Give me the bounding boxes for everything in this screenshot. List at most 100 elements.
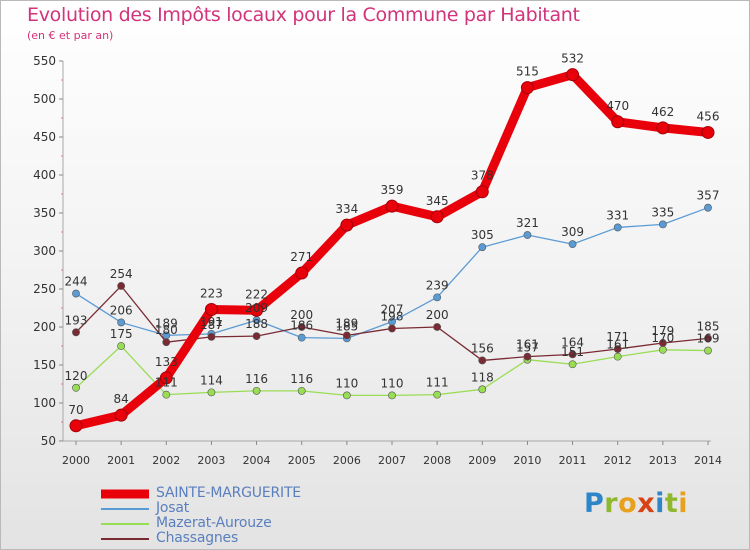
data-label: 70 bbox=[68, 403, 83, 417]
data-point-josat bbox=[117, 318, 126, 327]
data-label: 133 bbox=[155, 355, 178, 369]
data-point-mazerat-aurouze bbox=[252, 386, 261, 395]
data-point-sainte-marguerite bbox=[475, 185, 489, 199]
data-label: 271 bbox=[290, 250, 313, 264]
data-label: 111 bbox=[426, 376, 449, 390]
data-point-sainte-marguerite bbox=[204, 303, 218, 317]
legend-swatch bbox=[101, 507, 149, 510]
y-tick-label: 400 bbox=[33, 168, 56, 182]
data-label: 179 bbox=[651, 324, 674, 338]
data-point-josat bbox=[72, 289, 80, 298]
data-point-josat bbox=[658, 220, 667, 229]
x-tick-label: 2009 bbox=[468, 454, 496, 467]
data-label: 156 bbox=[471, 341, 494, 355]
y-tick-label: 500 bbox=[33, 92, 56, 106]
data-label: 186 bbox=[290, 319, 313, 333]
logo-letter: r bbox=[604, 488, 619, 519]
chart-subtitle: (en € et par an) bbox=[27, 29, 114, 42]
logo-letter: P bbox=[584, 488, 605, 519]
legend-label: Mazerat-Aurouze bbox=[156, 515, 272, 531]
y-tick-label: 300 bbox=[33, 244, 56, 258]
y-tick-label: 250 bbox=[33, 282, 56, 296]
data-point-chassagnes bbox=[613, 345, 622, 353]
data-label: 116 bbox=[290, 372, 313, 386]
x-tick-label: 2000 bbox=[62, 454, 90, 467]
data-label: 164 bbox=[561, 335, 584, 349]
x-tick-label: 2010 bbox=[513, 454, 541, 467]
y-tick-label: 350 bbox=[33, 206, 56, 220]
logo-letter: i bbox=[655, 488, 665, 519]
data-point-josat bbox=[568, 240, 577, 249]
data-point-chassagnes bbox=[433, 323, 442, 331]
data-label: 185 bbox=[697, 319, 720, 333]
x-tick-label: 2007 bbox=[378, 454, 406, 467]
data-point-mazerat-aurouze bbox=[342, 391, 351, 400]
data-point-sainte-marguerite bbox=[69, 419, 83, 433]
data-point-chassagnes bbox=[207, 332, 216, 341]
data-point-mazerat-aurouze bbox=[72, 383, 80, 392]
data-label: 331 bbox=[606, 208, 629, 222]
logo-letter: o bbox=[618, 488, 638, 519]
data-label: 161 bbox=[606, 338, 629, 352]
data-point-chassagnes bbox=[523, 352, 532, 361]
legend-swatch bbox=[101, 537, 149, 540]
data-label: 200 bbox=[290, 308, 313, 322]
data-point-josat bbox=[297, 333, 306, 342]
data-point-sainte-marguerite bbox=[159, 371, 173, 385]
data-point-josat bbox=[613, 223, 622, 232]
data-label: 169 bbox=[697, 332, 720, 346]
data-label: 111 bbox=[155, 376, 178, 390]
data-label: 239 bbox=[426, 278, 449, 292]
data-point-chassagnes bbox=[568, 350, 577, 359]
data-label: 191 bbox=[200, 315, 223, 329]
data-point-josat bbox=[523, 231, 532, 239]
data-point-sainte-marguerite bbox=[340, 218, 354, 232]
data-point-sainte-marguerite bbox=[656, 121, 670, 135]
data-label: 198 bbox=[381, 310, 404, 324]
data-point-chassagnes bbox=[478, 356, 487, 365]
data-label: 532 bbox=[561, 52, 584, 66]
data-point-sainte-marguerite bbox=[566, 68, 580, 82]
data-label: 462 bbox=[651, 105, 674, 119]
y-tick-label: 100 bbox=[33, 396, 56, 410]
x-tick-label: 2014 bbox=[694, 454, 722, 467]
data-point-sainte-marguerite bbox=[295, 266, 309, 280]
data-label: 120 bbox=[65, 369, 88, 383]
data-point-mazerat-aurouze bbox=[388, 391, 396, 400]
data-point-mazerat-aurouze bbox=[162, 390, 171, 399]
chart-title: Evolution des Impôts locaux pour la Comm… bbox=[27, 4, 580, 26]
data-point-chassagnes bbox=[72, 328, 80, 337]
logo-letter: x bbox=[637, 488, 656, 519]
data-label: 151 bbox=[561, 345, 584, 359]
data-label: 515 bbox=[516, 65, 539, 79]
data-point-mazerat-aurouze bbox=[478, 385, 487, 394]
data-point-chassagnes bbox=[704, 334, 712, 343]
x-tick-label: 2008 bbox=[423, 454, 451, 467]
data-point-mazerat-aurouze bbox=[207, 388, 216, 397]
data-label: 359 bbox=[381, 183, 404, 197]
data-label: 189 bbox=[335, 316, 358, 330]
y-tick-label: 550 bbox=[33, 54, 56, 68]
data-point-josat bbox=[478, 243, 487, 252]
data-label: 171 bbox=[606, 330, 629, 344]
data-label: 187 bbox=[200, 318, 223, 332]
data-label: 321 bbox=[516, 216, 539, 230]
data-label: 357 bbox=[697, 189, 720, 203]
y-tick-label: 200 bbox=[33, 320, 56, 334]
data-label: 175 bbox=[110, 327, 133, 341]
data-label: 206 bbox=[110, 303, 133, 317]
logo-letter: t bbox=[664, 488, 679, 519]
legend-swatch bbox=[101, 522, 149, 525]
data-label: 189 bbox=[155, 316, 178, 330]
data-label: 200 bbox=[426, 308, 449, 322]
data-point-chassagnes bbox=[117, 282, 126, 290]
data-label: 180 bbox=[155, 323, 178, 337]
data-label: 456 bbox=[697, 109, 720, 123]
data-point-mazerat-aurouze bbox=[704, 346, 712, 355]
data-point-sainte-marguerite bbox=[701, 125, 715, 139]
proxiti-logo: Proxiti bbox=[584, 488, 688, 519]
y-tick-label: 450 bbox=[33, 130, 56, 144]
data-label: 345 bbox=[426, 194, 449, 208]
